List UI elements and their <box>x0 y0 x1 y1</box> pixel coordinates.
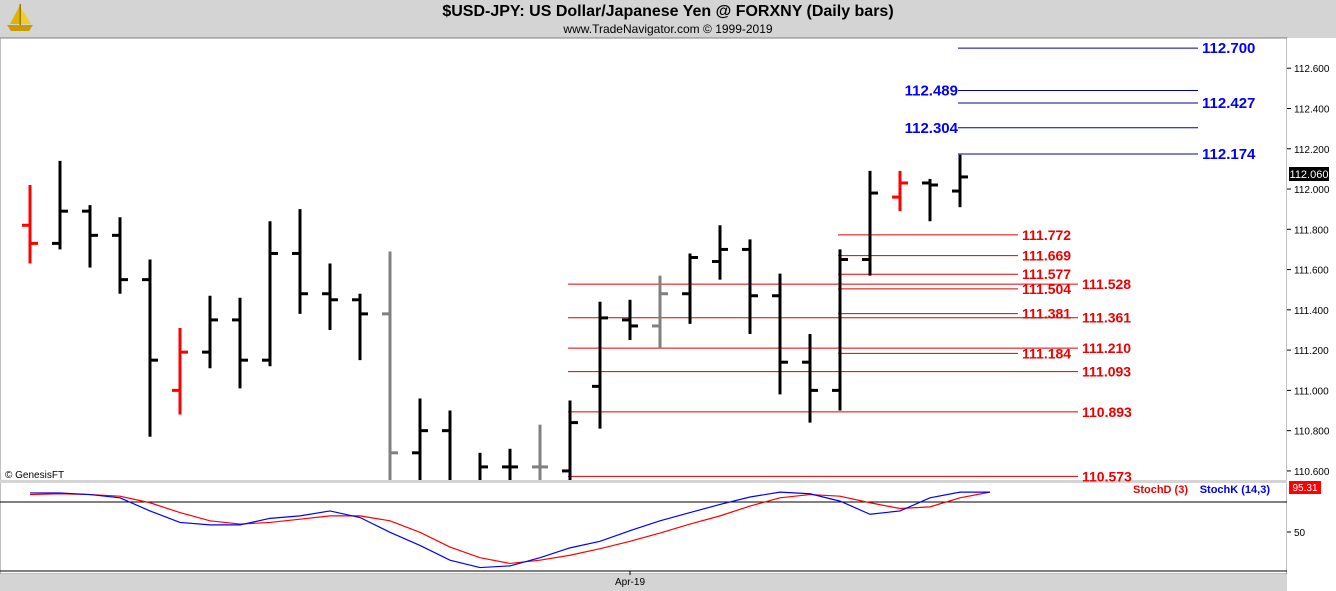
support-label: 111.184 <box>1022 345 1071 361</box>
ohlc-bar <box>112 217 128 294</box>
resistance-label: 112.427 <box>1202 95 1255 112</box>
y-tick-label: 110.600 <box>1294 467 1330 478</box>
ohlc-bar <box>892 170 908 212</box>
stoch-tick-label: 50 <box>1294 528 1306 539</box>
panel-separator <box>0 480 1287 483</box>
ohlc-bar <box>22 184 38 264</box>
support-label: 111.504 <box>1022 281 1071 297</box>
ohlc-bar <box>142 259 158 437</box>
ohlc-bar <box>532 424 548 480</box>
support-label: 111.361 <box>1082 310 1131 326</box>
ohlc-bar <box>502 448 518 480</box>
ohlc-bar <box>862 170 878 276</box>
support-label: 111.577 <box>1022 266 1071 282</box>
ohlc-bar <box>712 225 728 280</box>
resistance-label: 112.700 <box>1202 40 1255 57</box>
y-tick-label: 111.400 <box>1294 306 1329 317</box>
ohlc-bar <box>382 251 398 480</box>
stoch-last-value-box <box>1289 481 1321 494</box>
y-tick-label: 110.800 <box>1294 427 1330 438</box>
stoch-last-value: 95.31 <box>1292 483 1317 494</box>
ohlc-bar <box>922 178 938 222</box>
price-panel-frame <box>0 37 1288 483</box>
axis-strip <box>1287 38 1336 591</box>
stoch-d-legend: StochD (3) <box>1133 484 1188 496</box>
ohlc-bar <box>292 209 308 314</box>
stochastic-panel-frame <box>0 481 1288 575</box>
y-tick-label: 112.600 <box>1294 64 1330 75</box>
ohlc-bar <box>802 334 818 423</box>
support-label: 111.528 <box>1082 276 1131 292</box>
y-tick-label: 111.200 <box>1294 346 1329 357</box>
ohlc-bar <box>478 452 488 480</box>
ohlc-bar <box>772 273 788 395</box>
support-label: 111.210 <box>1082 340 1131 356</box>
chart-subtitle: www.TradeNavigator.com © 1999-2019 <box>563 22 773 36</box>
ohlc-bar <box>412 398 428 480</box>
y-tick-label: 112.400 <box>1294 104 1330 115</box>
stoch-k-line <box>30 491 990 569</box>
resistance-label: 112.489 <box>905 83 958 100</box>
ohlc-bar <box>52 160 68 250</box>
ohlc-bar <box>952 154 968 208</box>
support-label: 110.573 <box>1082 468 1132 484</box>
y-tick-label: 112.000 <box>1294 185 1330 196</box>
stoch-d-line <box>29 491 991 565</box>
ohlc-bar <box>262 221 278 367</box>
ohlc-bar <box>622 299 638 341</box>
support-label: 110.893 <box>1082 404 1132 420</box>
ohlc-bar <box>322 263 338 330</box>
ohlc-bar <box>232 297 248 389</box>
chart-header <box>0 0 1336 38</box>
stoch-k-legend: StochK (14,3) <box>1200 484 1271 496</box>
ohlc-bar <box>682 253 698 324</box>
gold-sailing-ship-logo-icon <box>7 4 33 31</box>
y-tick-label: 111.600 <box>1294 266 1329 277</box>
last-price-label: 112.060 <box>1290 169 1329 181</box>
ohlc-bar <box>352 293 368 361</box>
resistance-label: 112.174 <box>1202 146 1256 163</box>
ohlc-bar <box>172 327 188 415</box>
ohlc-bar <box>562 400 578 480</box>
last-price-box <box>1289 167 1329 181</box>
x-tick-label: Apr-19 <box>615 577 645 588</box>
support-label: 111.381 <box>1022 306 1071 322</box>
support-label: 111.772 <box>1022 227 1071 243</box>
copyright-label: © GenesisFT <box>5 470 64 481</box>
time-axis-strip <box>0 574 1287 591</box>
resistance-label: 112.304 <box>905 120 959 137</box>
ohlc-bar <box>652 275 668 349</box>
ohlc-bar <box>202 295 218 369</box>
support-label: 111.669 <box>1022 248 1071 264</box>
y-tick-label: 112.200 <box>1294 145 1330 156</box>
chart-title: $USD-JPY: US Dollar/Japanese Yen @ FORXN… <box>442 3 894 20</box>
ohlc-bar <box>82 205 98 268</box>
y-tick-label: 111.000 <box>1294 386 1329 397</box>
y-tick-label: 111.800 <box>1294 225 1329 236</box>
ohlc-bar <box>442 410 452 480</box>
ohlc-bar <box>592 301 608 429</box>
ohlc-bar <box>742 239 758 335</box>
support-label: 111.093 <box>1082 364 1131 380</box>
ohlc-bar <box>832 249 848 411</box>
